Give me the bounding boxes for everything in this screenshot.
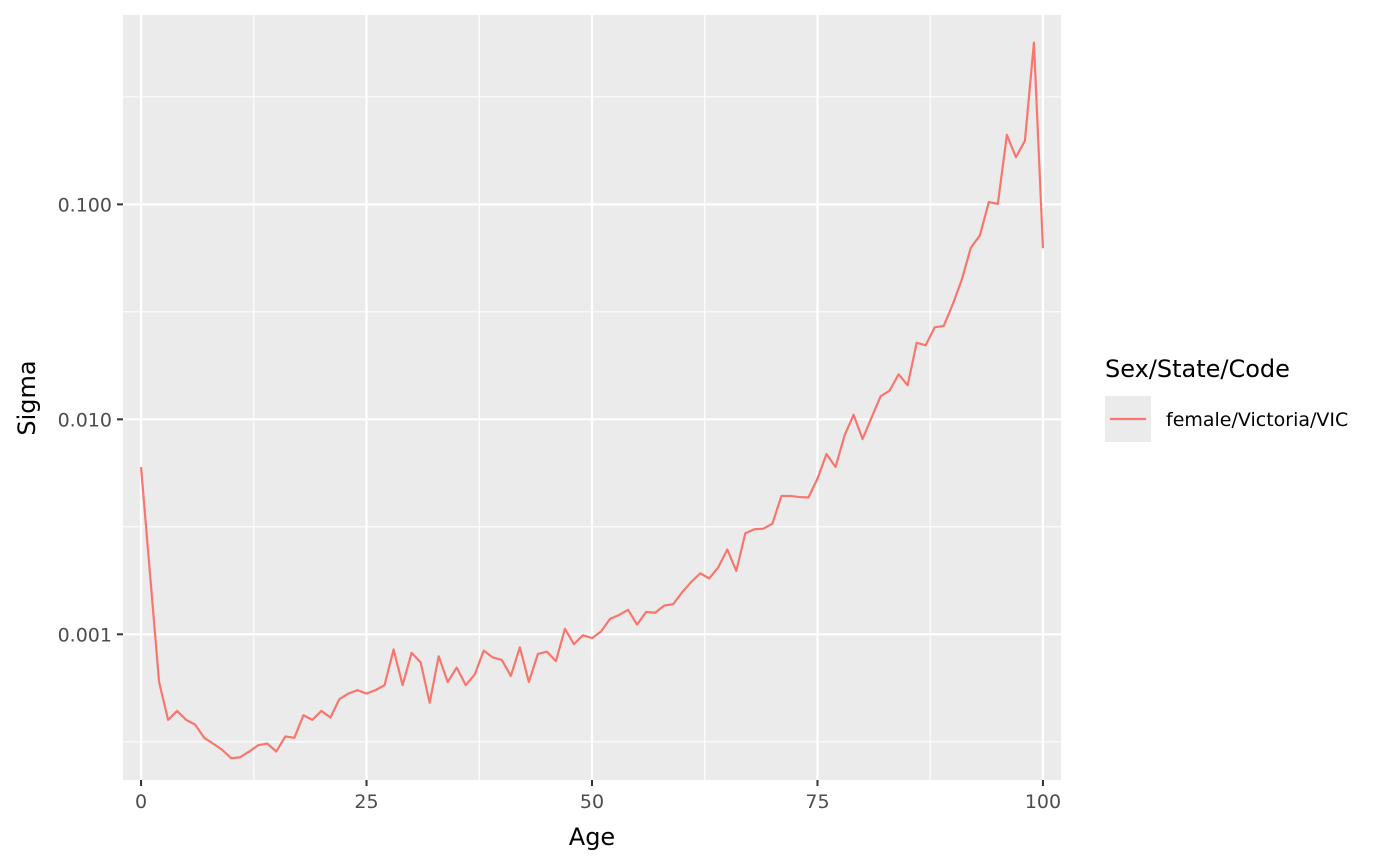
x-tick-label: 75 — [805, 791, 829, 813]
x-axis: 0 25 50 75 100 — [135, 780, 1061, 813]
x-tick-label: 50 — [580, 791, 604, 813]
legend: Sex/State/Code female/Victoria/VIC — [1105, 355, 1348, 442]
series-line — [139, 41, 1045, 760]
y-tick-label: 0.100 — [58, 194, 112, 216]
x-tick-label: 25 — [354, 791, 378, 813]
x-axis-title: Age — [569, 823, 615, 851]
x-tick-label: 0 — [135, 791, 147, 813]
x-tick-label: 100 — [1025, 791, 1061, 813]
y-axis-title: Sigma — [13, 360, 41, 435]
y-tick-label: 0.001 — [58, 624, 112, 646]
y-tick-label: 0.010 — [58, 409, 112, 431]
y-axis: 0.001 0.010 0.100 — [58, 194, 123, 646]
major-grid — [123, 15, 1061, 780]
legend-title: Sex/State/Code — [1105, 355, 1290, 383]
legend-label: female/Victoria/VIC — [1166, 409, 1348, 431]
series-layer — [139, 41, 1045, 760]
